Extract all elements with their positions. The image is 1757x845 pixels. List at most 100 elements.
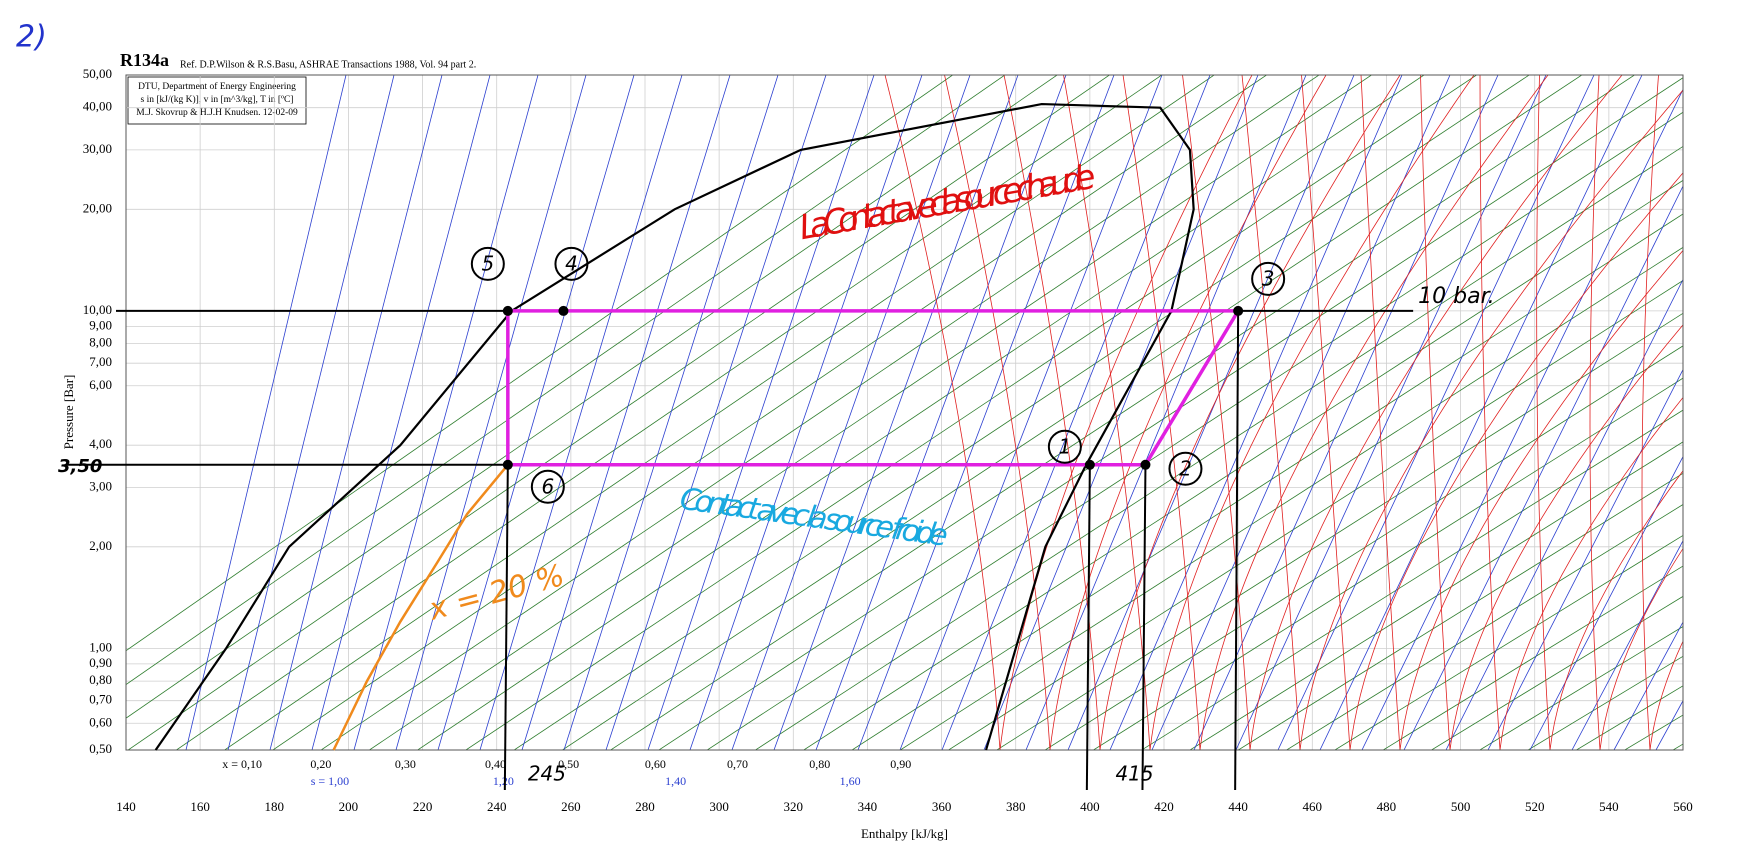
isotherm bbox=[1241, 75, 1683, 750]
entropy-label: 1,60 bbox=[840, 774, 861, 788]
isochore bbox=[1654, 0, 1757, 790]
y-tick-label: 9,00 bbox=[89, 317, 112, 332]
isentrope bbox=[1487, 368, 1683, 750]
x-tick-label: 520 bbox=[1525, 799, 1545, 814]
isentrope bbox=[1235, 75, 1547, 750]
state-point bbox=[1140, 459, 1151, 470]
isentrope bbox=[1319, 75, 1643, 750]
quality-label: 0,50 bbox=[558, 757, 579, 771]
point-circle bbox=[530, 469, 565, 504]
isochore bbox=[803, 179, 1683, 750]
guide-line bbox=[1234, 310, 1240, 791]
info-line: M.J. Skovrup & H.J.H Knudsen. 12-02-09 bbox=[136, 108, 298, 118]
point-label: 5 bbox=[481, 251, 494, 275]
isentrope bbox=[983, 75, 1259, 750]
y-tick-label: 4,00 bbox=[89, 436, 112, 451]
isochore bbox=[465, 75, 1478, 750]
isentrope bbox=[521, 75, 731, 750]
isotherm bbox=[1536, 75, 1683, 750]
chart-title: R134a bbox=[120, 50, 169, 70]
y-tick-label: 3,00 bbox=[89, 478, 112, 493]
point-label: 2 bbox=[1179, 456, 1192, 480]
guide-line bbox=[1141, 464, 1147, 791]
x-tick-label: 280 bbox=[635, 799, 655, 814]
point-label: 3 bbox=[1262, 266, 1275, 290]
guide-line bbox=[503, 464, 509, 791]
info-box bbox=[127, 76, 307, 125]
isochore bbox=[706, 111, 1683, 750]
isochore bbox=[513, 75, 1530, 750]
isochore bbox=[1750, 0, 1757, 790]
isochore bbox=[609, 75, 1636, 750]
y-tick-label: 0,70 bbox=[89, 692, 112, 707]
isochore bbox=[1140, 409, 1683, 750]
isentrope bbox=[1025, 75, 1307, 750]
isochore bbox=[126, 75, 954, 652]
isentrope bbox=[1613, 621, 1683, 750]
point-label: 4 bbox=[565, 251, 578, 275]
isotherm bbox=[1641, 75, 1683, 750]
isotherm bbox=[1063, 75, 1475, 750]
entropy-label: s = 1,00 bbox=[311, 774, 349, 788]
point-circle bbox=[470, 246, 505, 281]
isotherm bbox=[1182, 75, 1623, 750]
isochore bbox=[1334, 534, 1683, 750]
isochore bbox=[223, 75, 1215, 750]
isentrope bbox=[731, 75, 971, 750]
state-point bbox=[558, 305, 569, 316]
isotherm bbox=[1589, 75, 1683, 750]
x-tick-label: 360 bbox=[932, 799, 952, 814]
quality-label: 0,40 bbox=[485, 757, 506, 771]
isentrope bbox=[1529, 455, 1683, 750]
isentrope bbox=[1067, 75, 1355, 750]
x-tick-label: 380 bbox=[1006, 799, 1026, 814]
x-tick-label: 560 bbox=[1673, 799, 1693, 814]
x-tick-label: 300 bbox=[709, 799, 729, 814]
y-tick-label: 2,00 bbox=[89, 538, 112, 553]
entropy-label: 1,20 bbox=[493, 774, 514, 788]
isochore bbox=[851, 213, 1683, 750]
info-line: DTU, Department of Energy Engineering bbox=[138, 81, 296, 92]
quality-curve bbox=[332, 463, 509, 751]
x-tick-label: 200 bbox=[339, 799, 359, 814]
isentrope bbox=[941, 75, 1211, 750]
state-point bbox=[502, 305, 513, 316]
isentrope bbox=[1109, 75, 1403, 750]
x-tick-label: 140 bbox=[116, 799, 136, 814]
x-tick-label: 540 bbox=[1599, 799, 1619, 814]
handwritten-note: 10 bar. bbox=[1418, 284, 1494, 309]
quality-label: 0,80 bbox=[809, 757, 830, 771]
isochore bbox=[1479, 626, 1683, 750]
quality-label: 0,30 bbox=[395, 757, 416, 771]
isochore bbox=[947, 280, 1683, 750]
x-tick-label: 320 bbox=[784, 799, 804, 814]
y-tick-label: 6,00 bbox=[89, 377, 112, 392]
isentrope bbox=[1361, 88, 1683, 750]
state-point bbox=[1233, 305, 1244, 316]
isentrope bbox=[605, 75, 827, 750]
isochore bbox=[1382, 565, 1683, 750]
isentrope bbox=[815, 75, 1067, 750]
isochore bbox=[1702, 0, 1757, 790]
isotherm bbox=[1003, 75, 1401, 750]
state-point bbox=[502, 459, 513, 470]
isochore bbox=[126, 75, 1058, 719]
quality-label: 0,60 bbox=[645, 757, 666, 771]
isentrope bbox=[857, 75, 1115, 750]
guide-line bbox=[1085, 464, 1091, 791]
x-tick-label: 400 bbox=[1080, 799, 1100, 814]
isentrope bbox=[1571, 539, 1683, 750]
quality-label: 0,90 bbox=[890, 757, 911, 771]
isochore bbox=[658, 77, 1683, 750]
x-tick-label: 180 bbox=[265, 799, 285, 814]
isentrope bbox=[689, 75, 923, 750]
handwritten-note: Contact avec la source froide bbox=[678, 482, 950, 554]
isotherm bbox=[1301, 75, 1683, 750]
point-label: 6 bbox=[541, 474, 554, 498]
handwritten-note: 245 bbox=[528, 762, 566, 786]
isotherm bbox=[944, 75, 1327, 750]
x-tick-label: 440 bbox=[1228, 799, 1248, 814]
isentrope bbox=[563, 75, 779, 750]
isentrope bbox=[311, 75, 491, 750]
